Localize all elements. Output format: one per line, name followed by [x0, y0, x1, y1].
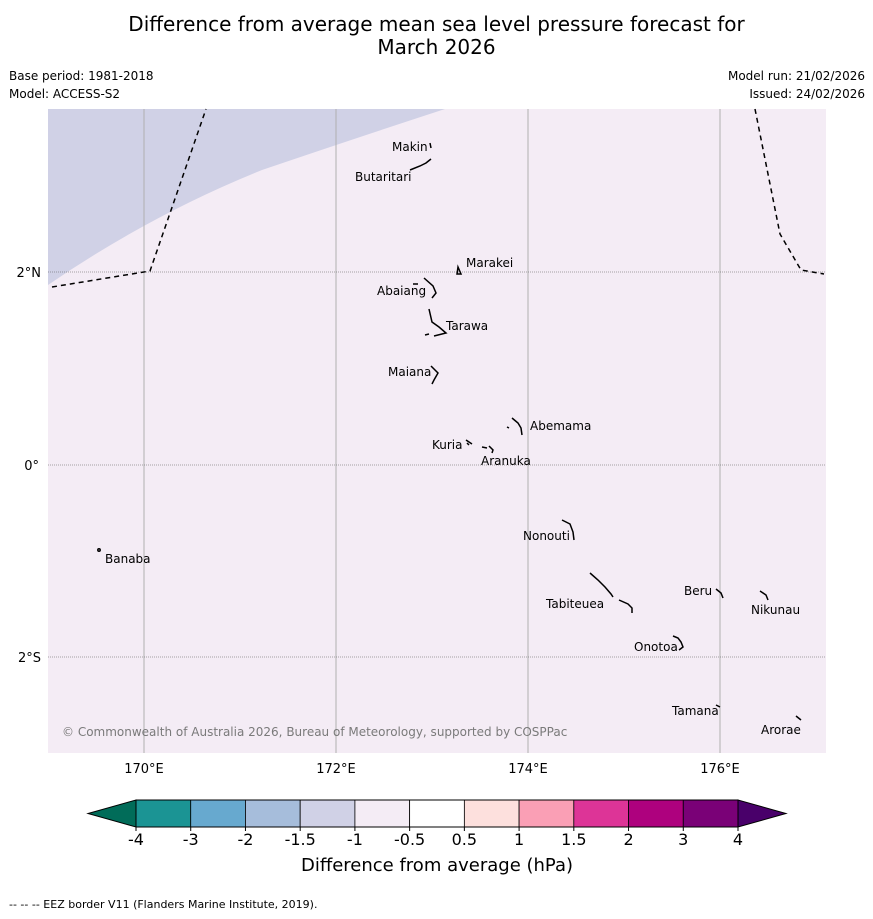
lon-label: 174°E: [508, 762, 548, 777]
island-shape-beru: [715, 588, 724, 599]
eez-legend-footer: -- -- -- EEZ border V11 (Flanders Marine…: [9, 898, 318, 911]
colorbar-segment: [409, 799, 465, 828]
lon-label: 172°E: [316, 762, 356, 777]
title-line-2: March 2026: [377, 35, 496, 59]
island-label-maiana: Maiana: [388, 365, 431, 379]
map-panel: Makin Butaritari Marakei Abaiang Tarawa …: [48, 108, 826, 753]
island-shape-arorae: [795, 715, 802, 721]
eez-border-west: [51, 108, 207, 288]
colorbar-ticks: -4 -3 -2 -1.5 -1 -0.5 0.5 1 1.5 2 3 4: [128, 827, 743, 849]
latitude-gridlines: [48, 271, 826, 658]
island-label-marakei: Marakei: [466, 256, 513, 270]
meta-left: Base period: 1981-2018 Model: ACCESS-S2: [9, 67, 154, 103]
island-label-banaba: Banaba: [105, 552, 151, 566]
copyright-notice: © Commonwealth of Australia 2026, Bureau…: [62, 725, 567, 739]
colorbar-tick-label: -3: [183, 830, 199, 849]
colorbar-frame: [135, 799, 739, 828]
colorbar-over-arrow: [737, 799, 788, 828]
island-label-nonouti: Nonouti: [523, 529, 570, 543]
eez-border-east: [754, 108, 825, 275]
colorbar-segment: [299, 799, 356, 828]
island-shape-tabiteuea: [589, 572, 633, 613]
island-shape-abemama: [506, 417, 523, 436]
colorbar-tick-label: 0.5: [452, 830, 477, 849]
island-label-makin: Makin: [392, 140, 428, 154]
island-shape-nonouti: [561, 519, 575, 541]
colorbar-segment: [463, 799, 520, 828]
colorbar-segment: [354, 799, 411, 828]
island-shape-maiana: [430, 365, 439, 385]
island-shape-nikunau: [759, 590, 769, 601]
colorbar-tick-label: -1.5: [285, 830, 316, 849]
colorbar-under-arrow: [86, 799, 137, 828]
colorbar-tick-label: -0.5: [394, 830, 425, 849]
island-label-nikunau: Nikunau: [751, 603, 800, 617]
colorbar-tick-label: -2: [237, 830, 253, 849]
island-label-tamana: Tamana: [671, 704, 719, 718]
island-shape-tarawa: [424, 308, 448, 337]
colorbar-tick-label: 3: [678, 830, 688, 849]
model-name: Model: ACCESS-S2: [9, 87, 121, 101]
colorbar-segment: [190, 799, 246, 828]
island-shape-abaiang: [413, 277, 437, 299]
colorbar-segment: [573, 799, 629, 828]
island-label-aranuka: Aranuka: [481, 454, 531, 468]
lon-label: 170°E: [124, 762, 164, 777]
island-label-tabiteuea: Tabiteuea: [545, 597, 604, 611]
colorbar-segment: [518, 799, 575, 828]
lat-label: 2°S: [18, 651, 41, 666]
colorbar-tick-label: -4: [128, 830, 144, 849]
eez-borders: [51, 108, 825, 288]
colorbar-segment: [628, 799, 684, 828]
colorbar-tick-label: 2: [623, 830, 633, 849]
island-label-beru: Beru: [684, 584, 712, 598]
issued-date: Issued: 24/02/2026: [749, 87, 865, 101]
island-label-abaiang: Abaiang: [377, 284, 426, 298]
colorbar-segment: [245, 799, 301, 828]
island-labels: Makin Butaritari Marakei Abaiang Tarawa …: [105, 140, 801, 737]
island-label-butaritari: Butaritari: [355, 170, 412, 184]
island-shape-tamana: [715, 704, 721, 708]
latitude-axis-labels: 2°N 0° 2°S: [17, 266, 42, 666]
longitude-gridlines: [143, 109, 721, 753]
colorbar-tick-label: 4: [733, 830, 743, 849]
anomaly-field: [48, 109, 826, 753]
colorbar-tick-label: -1: [347, 830, 363, 849]
longitude-axis-labels: 170°E 172°E 174°E 176°E: [124, 762, 740, 777]
colorbar: -4 -3 -2 -1.5 -1 -0.5 0.5 1 1.5 2 3 4 Difference fr…: [86, 799, 788, 876]
island-label-arorae: Arorae: [761, 723, 801, 737]
colorbar-segment: [682, 799, 739, 828]
colorbar-segments: [135, 799, 739, 828]
colorbar-segment: [135, 799, 192, 828]
island-label-kuria: Kuria: [432, 438, 463, 452]
island-shape-banaba: [97, 548, 101, 552]
island-label-abemama: Abemama: [530, 419, 591, 433]
lon-label: 176°E: [700, 762, 740, 777]
meta-right: Model run: 21/02/2026 Issued: 24/02/2026: [728, 67, 865, 103]
island-shape-aranuka: [481, 445, 494, 454]
colorbar-tick-label: 1: [514, 830, 524, 849]
island-shape-makin: [429, 142, 432, 149]
map-title: Difference from average mean sea level p…: [0, 13, 873, 59]
model-run: Model run: 21/02/2026: [727, 69, 865, 83]
island-shape-butaritari: [409, 158, 432, 171]
title-line-1: Difference from average mean sea level p…: [128, 12, 745, 36]
island-shape-marakei: [456, 264, 463, 275]
base-period: Base period: 1981-2018: [9, 69, 154, 83]
island-outlines: [97, 142, 802, 721]
lat-label: 0°: [24, 459, 39, 474]
colorbar-tick-label: 1.5: [561, 830, 586, 849]
lat-label: 2°N: [17, 266, 42, 281]
island-shape-onotoa: [672, 635, 684, 651]
island-shape-kuria: [465, 439, 473, 446]
island-label-tarawa: Tarawa: [445, 319, 488, 333]
colorbar-label: Difference from average (hPa): [301, 855, 573, 876]
negative-anomaly-area: [48, 109, 445, 285]
island-label-onotoa: Onotoa: [634, 640, 678, 654]
